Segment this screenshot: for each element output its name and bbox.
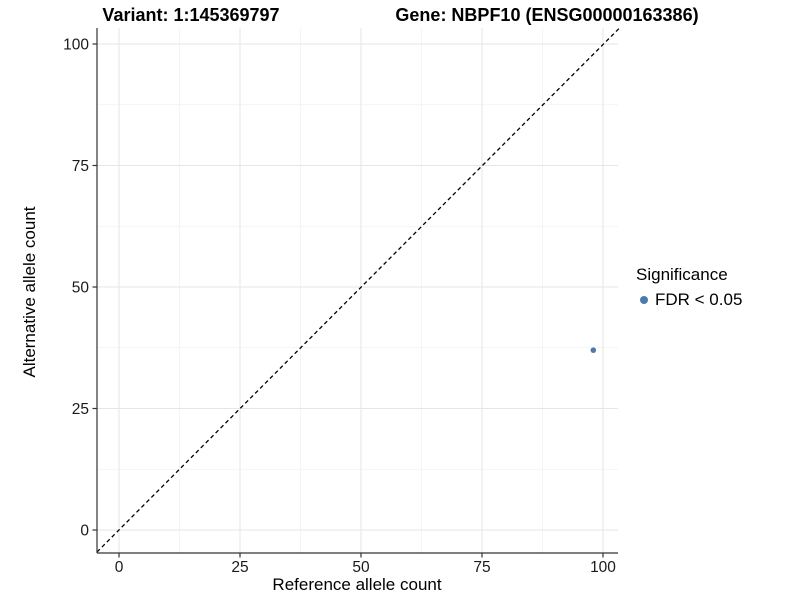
y-tick-label: 75 <box>72 158 89 175</box>
x-axis-title: Reference allele count <box>272 575 442 594</box>
x-tick-label: 100 <box>590 559 616 576</box>
legend-point-icon <box>640 296 648 304</box>
x-tick-label: 50 <box>352 559 370 576</box>
legend-title: Significance <box>636 265 728 284</box>
x-tick-label: 25 <box>231 559 248 576</box>
legend-item: FDR < 0.05 <box>636 290 742 310</box>
y-tick-label: 50 <box>72 280 90 297</box>
x-tick-label: 75 <box>473 559 490 576</box>
data-point <box>590 347 597 353</box>
x-tick-label: 0 <box>115 559 124 576</box>
y-tick-label: 100 <box>63 37 89 54</box>
variant-title: Variant: 1:145369797 <box>102 5 280 25</box>
y-axis-title: Alternative allele count <box>20 206 39 378</box>
legend: Significance FDR < 0.05 <box>636 265 742 310</box>
identity-line <box>96 28 620 553</box>
y-tick-label: 0 <box>80 523 89 540</box>
gene-title: Gene: NBPF10 (ENSG00000163386) <box>395 5 699 25</box>
legend-item-label: FDR < 0.05 <box>655 290 743 309</box>
y-tick-label: 25 <box>72 401 89 418</box>
